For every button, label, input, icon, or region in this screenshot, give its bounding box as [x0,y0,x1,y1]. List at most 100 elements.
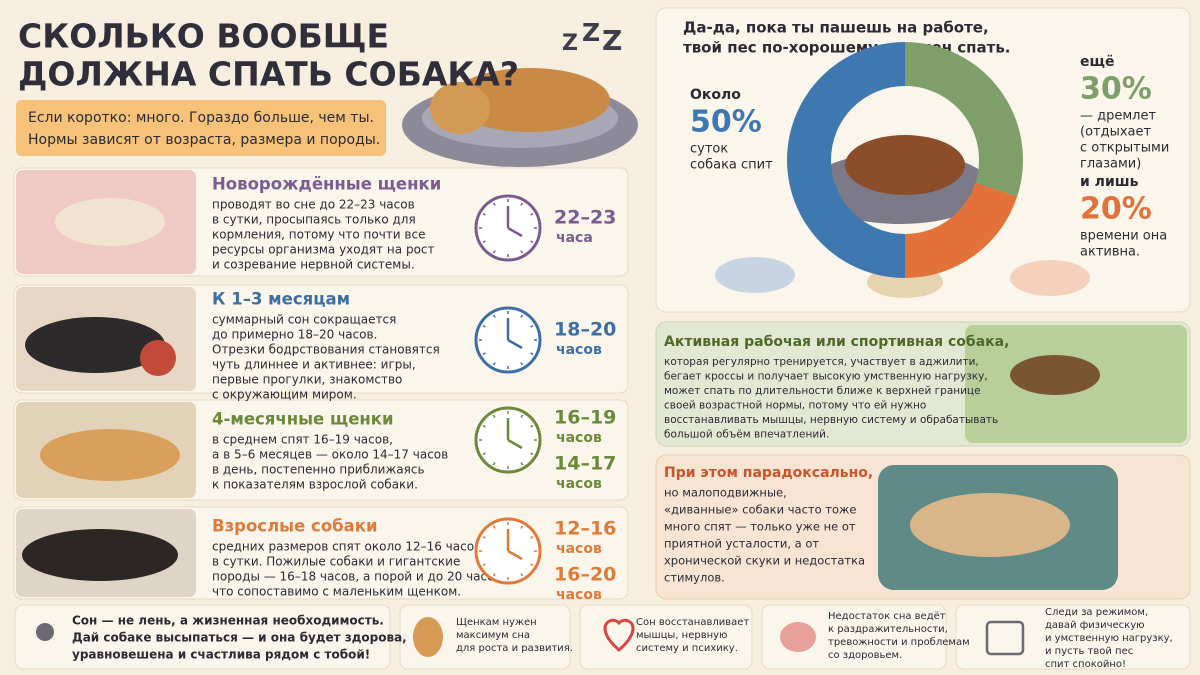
tip-text: спит спокойно! [1045,659,1126,670]
clock-tick [482,563,486,567]
title: СКОЛЬКО ВООБЩЕ [18,17,389,56]
heart-icon [603,618,635,652]
dog-icon [1010,260,1090,296]
segment-before: Около [690,87,741,103]
hours-unit: часов [556,430,602,446]
age-text: в сутки. Пожилые собаки и гигантские [212,555,460,569]
tip-box [399,604,571,670]
intro: Да-да, пока ты пашешь на работе, [683,19,989,37]
dog [22,529,178,581]
clock-tick [492,414,496,418]
paradox-text: много спят — только уже не от [664,520,856,534]
clock-tick [530,452,534,456]
sleeping-dog [450,68,610,132]
clock-tick [492,250,496,254]
tip-text: мышцы, нервную [636,630,727,641]
calendar-icon [985,620,1025,656]
clock-tick [492,525,496,529]
tip-text: для роста и развития. [456,643,573,654]
segment-label: 20% [1080,192,1152,227]
age-text: проводят во сне до 22–23 часов [212,198,415,212]
age-cards [13,167,629,600]
segment-text: активна. [1080,245,1140,260]
paradox-text: «диванные» собаки часто тоже [664,503,856,517]
tip-text: уравновешена и счастлива рядом с тобой! [72,648,370,662]
tip-box [761,604,947,670]
active-text: своей возрастной нормы, потому что ей ну… [664,400,926,412]
pug [910,493,1070,557]
age-text: ресурсы организма уходят на рост [212,243,435,257]
puppy-icon [413,617,443,657]
title: ДОЛЖНА СПАТЬ СОБАКА? [18,55,519,94]
tip-text: Щенкам нужен [456,617,537,628]
zzz: Z [602,24,622,57]
tip-text: систему и психику. [636,643,738,654]
age-text: а в 5–6 месяцев — около 14–17 часов [212,448,448,462]
clock-tick [482,352,486,356]
tip-text: давай физическую [1045,620,1145,631]
age-text: породы — 16–18 часов, а порой и до 20 ча… [212,570,505,584]
active-text: восстанавливать мышцы, нервную систему и… [664,414,998,426]
age-text: в сутки, просыпаясь только для [212,213,416,227]
tip-text: со здоровьем. [828,650,902,661]
donut-segment [905,182,1018,278]
age-title: Взрослые собаки [212,517,378,536]
clock-tick [530,352,534,356]
paradox-text: хронической скуки и недостатка [664,554,865,568]
hours-value: 16–20 [554,564,616,586]
clock-tick [530,212,534,216]
clock-tick [520,462,524,466]
sleeping-dog [845,135,965,195]
clock-tick [530,240,534,244]
age-text: первые прогулки, знакомство [212,373,402,387]
age-text: средних размеров спят около 12–16 часов [212,540,481,554]
active-text: может спать по длительности ближе к верх… [664,385,981,397]
clock-tick [520,202,524,206]
paw-icon [36,623,54,641]
sleeping-dog [430,82,490,134]
jumping-dog [1010,355,1100,395]
clock-tick [482,240,486,244]
clock-tick [520,250,524,254]
tip-text: Следи за режимом, [1045,607,1148,618]
clock-tick [492,202,496,206]
segment-text: собака спит [690,158,773,173]
subtitle-box [16,100,386,156]
clock-hand [507,438,523,450]
clock-tick [520,362,524,366]
paradox-text: но малоподвижные, [664,486,787,500]
segment-text: (отдыхает [1080,125,1152,140]
clock-tick [482,535,486,539]
tip-text: Сон восстанавливает [636,617,749,628]
tip-text: Недостаток сна ведёт [828,611,946,622]
clock-tick [492,314,496,318]
paradox-text: приятной усталости, а от [664,537,819,551]
tips [14,604,1191,670]
clock-hand [507,338,523,350]
age-title: Новорождённые щенки [212,175,441,194]
ball [140,340,176,376]
tip-text: к раздражительности, [828,624,948,635]
hours-unit: часов [556,587,602,603]
active-text: большой объём впечатлений. [664,429,829,441]
age-text: Отрезки бодрствования становятся [212,343,440,357]
active-title: Активная рабочая или спортивная собака, [664,334,1009,350]
active-text: бегает кроссы и получает высокую умствен… [664,371,988,383]
age-title: 4-месячные щенки [212,410,394,429]
tip-text: максимум сна [456,630,530,641]
subtitle: Нормы зависят от возраста, размера и пор… [28,132,380,148]
hours-value: 18–20 [554,319,616,341]
age-text: суммарный сон сокращается [212,313,396,327]
age-text: кормления, потому что почти все [212,228,425,242]
hours-value: 12–16 [554,518,616,540]
clock-tick [530,324,534,328]
zzz: Z [562,31,578,56]
hours-value: 22–23 [554,207,616,229]
tip-box [14,604,391,670]
clock-tick [482,452,486,456]
paradox-text: стимулов. [664,571,725,585]
age-text: в день, постепенно приближаясь [212,463,425,477]
tip-text: Дай собаке высыпаться — и она будет здор… [72,631,407,645]
segment-text: глазами) [1080,157,1141,172]
hours-unit: часов [556,541,602,557]
